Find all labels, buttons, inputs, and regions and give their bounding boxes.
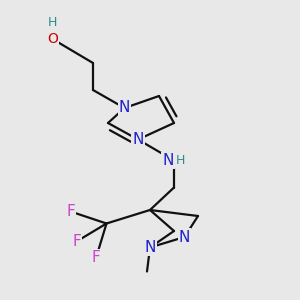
Text: N: N (163, 153, 174, 168)
Text: N: N (144, 240, 156, 255)
Text: H: H (176, 154, 185, 167)
Text: H: H (48, 16, 57, 29)
Text: N: N (179, 230, 190, 244)
Text: O: O (47, 32, 58, 46)
Text: N: N (119, 100, 130, 116)
Text: F: F (92, 250, 100, 266)
Text: N: N (132, 132, 144, 147)
Text: F: F (66, 204, 75, 219)
Text: F: F (72, 234, 81, 249)
